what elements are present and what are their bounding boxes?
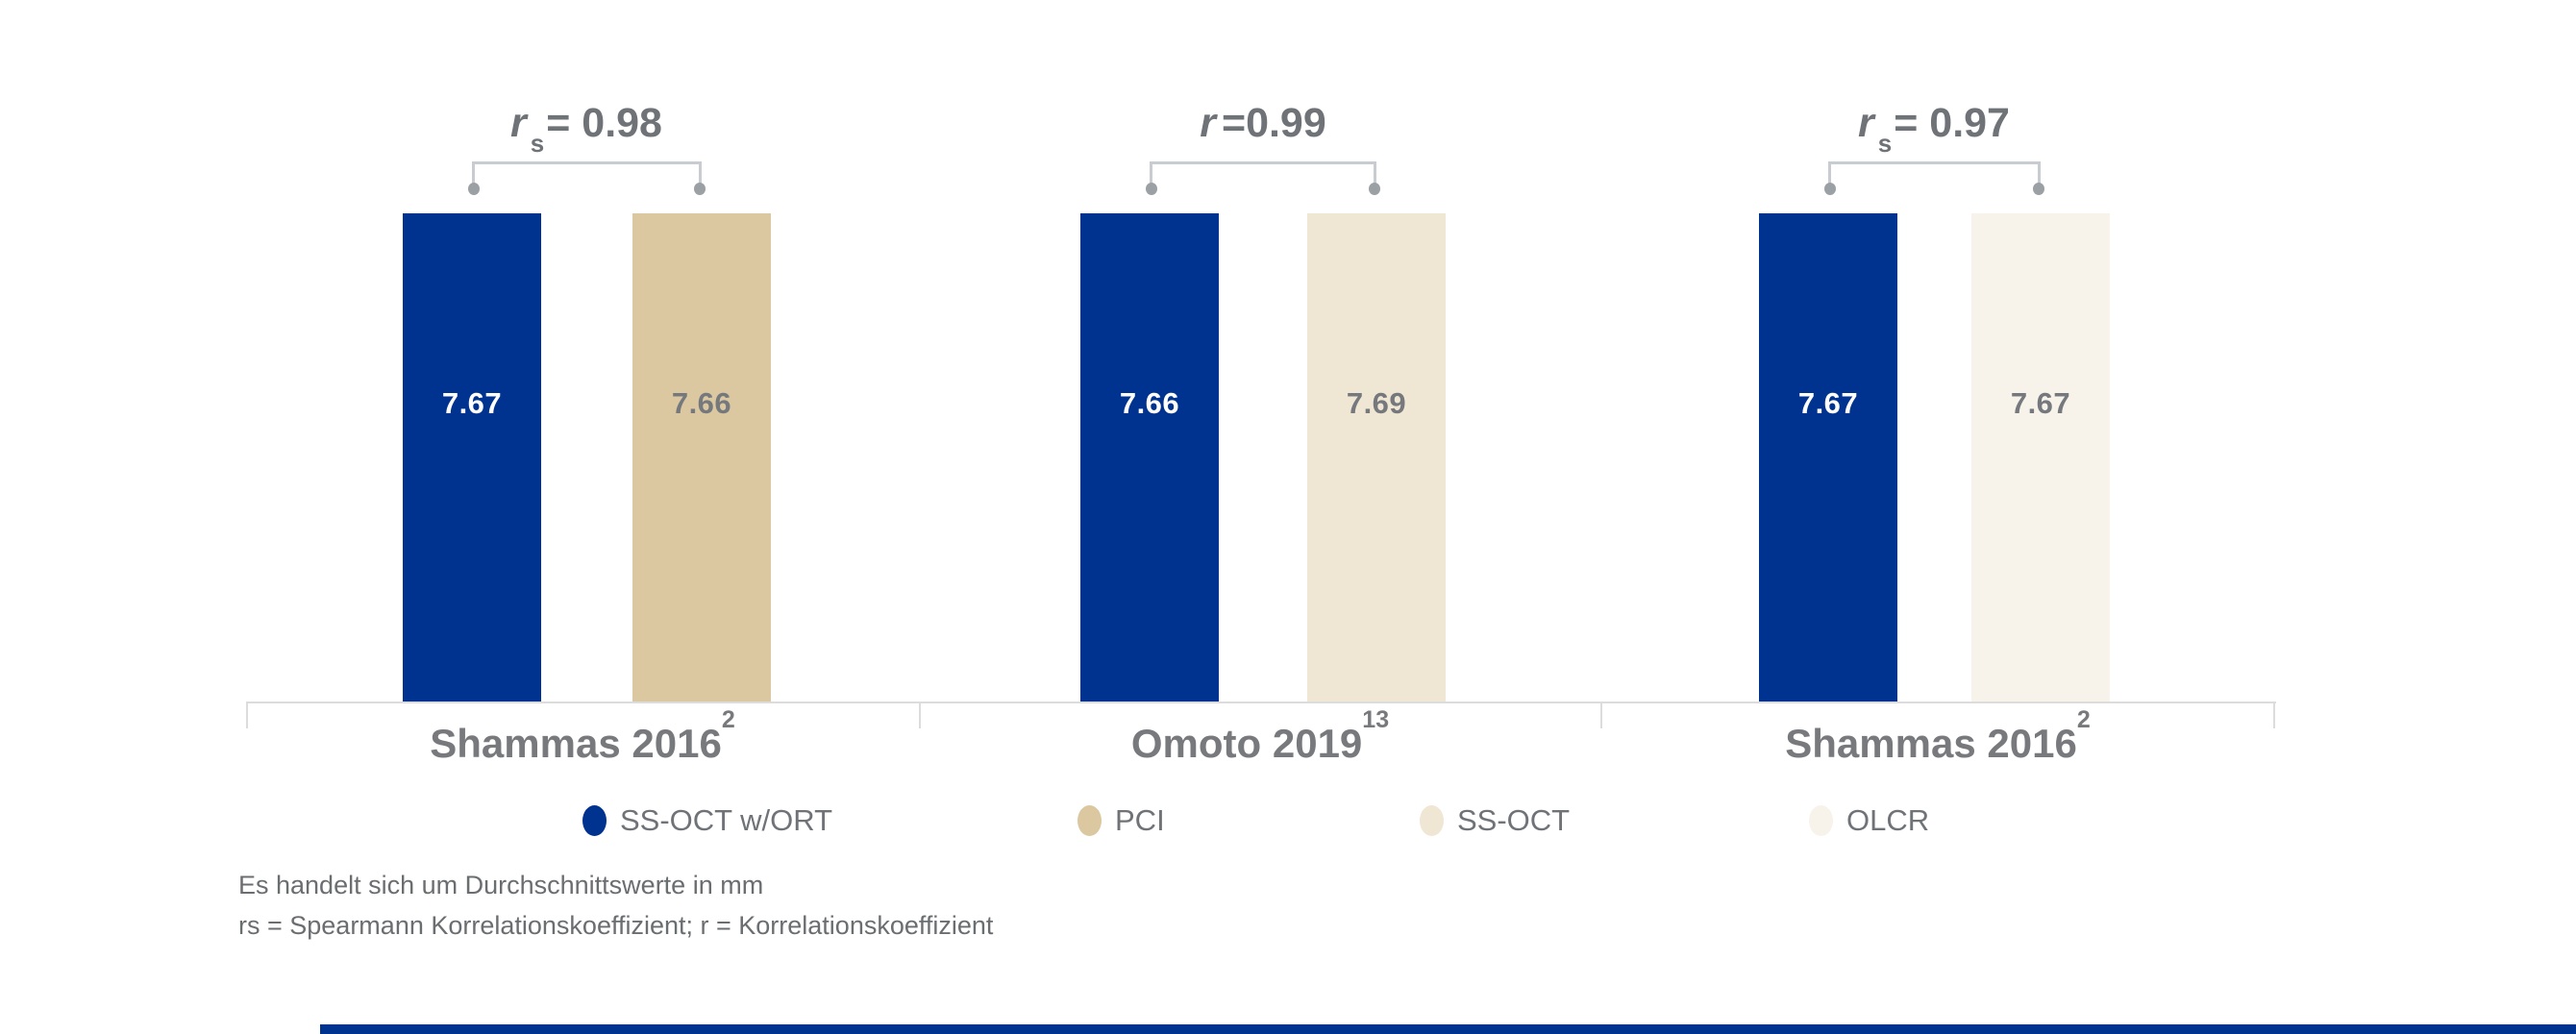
category-label-shammas2016-2: Shammas 20162	[1601, 706, 2274, 767]
bracket-dot-right	[694, 183, 706, 195]
bar-ss-oct-wort-omoto2019: 7.66	[1080, 213, 1219, 702]
correlation-bracket-group1	[468, 161, 706, 195]
bar-ss-oct-wort-shammas2016-2: 7.67	[1759, 213, 1897, 702]
category-text: Shammas 2016	[430, 721, 722, 766]
bar-value-label: 7.66	[671, 386, 732, 420]
correlation-label-group3: r s= 0.97	[1598, 100, 2270, 156]
bar-value-label: 7.66	[1119, 386, 1180, 420]
legend-label: PCI	[1115, 803, 1165, 837]
legend-dot-icon	[1077, 805, 1102, 836]
bar-olcr-shammas2016: 7.67	[1971, 213, 2110, 702]
bar-value-label: 7.67	[2010, 386, 2071, 420]
legend-dot-icon	[1809, 805, 1833, 836]
legend-item-ss-oct: SS-OCT	[1420, 803, 1570, 838]
axis-tick	[919, 703, 921, 728]
bracket-dot-right	[2033, 183, 2044, 195]
x-axis-line	[246, 702, 2276, 728]
correlation-bracket-group2	[1146, 161, 1380, 195]
legend-item-pci: PCI	[1077, 803, 1165, 838]
correlation-value: = 0.97	[1894, 100, 2010, 146]
legend-label: OLCR	[1846, 803, 1930, 837]
correlation-symbol: r	[510, 100, 527, 146]
correlation-subscript: s	[530, 128, 545, 158]
category-superscript: 2	[2076, 706, 2091, 733]
bracket-dot-left	[1146, 183, 1157, 195]
bar-value-label: 7.69	[1346, 386, 1407, 420]
correlation-value: = 0.98	[546, 100, 662, 146]
category-text: Shammas 2016	[1785, 721, 2077, 766]
correlation-label-group1: r s= 0.98	[250, 100, 923, 156]
category-label-omoto2019: Omoto 201913	[924, 706, 1597, 767]
legend-label: SS-OCT w/ORT	[620, 803, 833, 837]
correlation-label-group2: r =0.99	[927, 100, 1599, 147]
footnote-units: Es handelt sich um Durchschnittswerte in…	[238, 871, 764, 899]
axis-tick	[246, 703, 248, 728]
category-superscript: 13	[1362, 706, 1390, 733]
footnote-correlation-definitions: rs = Spearmann Korrelationskoeffizient; …	[238, 911, 994, 940]
axis-tick	[1600, 703, 1602, 728]
bar-pci-shammas2016: 7.66	[632, 213, 771, 702]
bar-value-label: 7.67	[1797, 386, 1859, 420]
category-superscript: 2	[721, 706, 735, 733]
bracket-dot-right	[1369, 183, 1380, 195]
category-label-shammas2016: Shammas 20162	[246, 706, 919, 767]
bracket-dot-left	[1824, 183, 1836, 195]
legend-item-ss-oct-wort: SS-OCT w/ORT	[582, 803, 832, 838]
category-text: Omoto 2019	[1130, 721, 1363, 766]
legend-dot-icon	[1420, 805, 1444, 836]
correlation-value: =0.99	[1221, 100, 1326, 146]
correlation-bracket-group3	[1824, 161, 2044, 195]
correlation-symbol: r	[1858, 100, 1874, 146]
axis-tick	[2273, 703, 2275, 728]
bar-ss-oct-omoto2019: 7.69	[1307, 213, 1446, 702]
correlation-symbol: r	[1200, 100, 1216, 146]
correlation-subscript: s	[1877, 128, 1893, 158]
bar-ss-oct-wort-shammas2016: 7.67	[403, 213, 541, 702]
bar-value-label: 7.67	[441, 386, 503, 420]
bracket-dot-left	[468, 183, 480, 195]
bottom-accent-bar	[320, 1024, 2576, 1034]
legend-dot-icon	[582, 805, 607, 836]
legend-label: SS-OCT	[1457, 803, 1571, 837]
legend-item-olcr: OLCR	[1809, 803, 1929, 838]
